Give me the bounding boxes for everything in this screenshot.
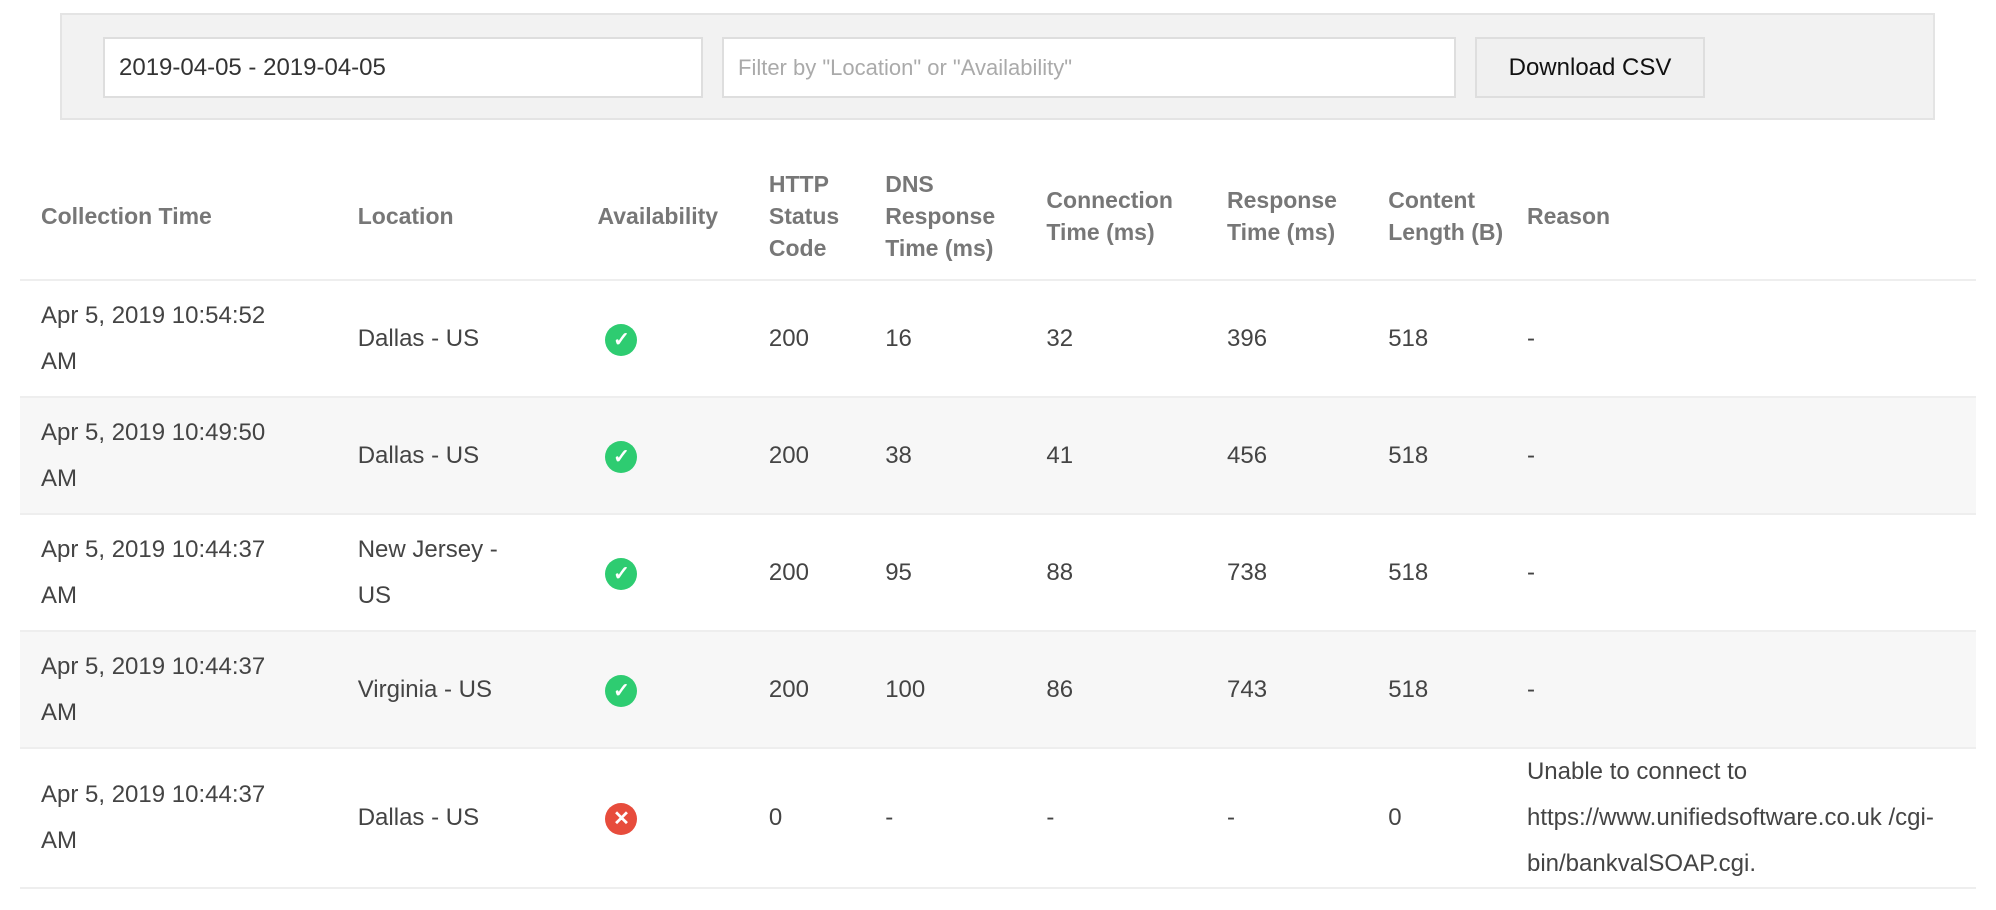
cell-http-status-code: 200 xyxy=(768,397,886,515)
cell-dns-response-time: 16 xyxy=(885,280,1047,398)
table-row: Apr 5, 2019 10:44:37 AM Virginia - US ✓ 200… xyxy=(20,631,1976,749)
cell-reason: - xyxy=(1526,280,1976,398)
cell-dns-response-time: 38 xyxy=(885,397,1047,515)
table-row: Apr 5, 2019 10:54:52 AM Dallas - US ✓ 200 16… xyxy=(20,280,1976,398)
cell-connection-time: 41 xyxy=(1046,397,1227,515)
table-row: Apr 5, 2019 10:44:37 AM New Jersey - US ✓ 2… xyxy=(20,514,1976,632)
cell-connection-time: 32 xyxy=(1046,280,1227,398)
cell-availability: ✓ xyxy=(597,280,769,398)
results-table: Collection Time Location Availability HTTP … xyxy=(20,153,1976,889)
cell-response-time: 456 xyxy=(1227,397,1389,515)
cell-content-length: 518 xyxy=(1388,397,1527,515)
cell-availability: ✓ xyxy=(597,631,769,749)
check-circle-icon: ✓ xyxy=(605,557,638,590)
cell-http-status-code: 200 xyxy=(768,280,886,398)
cell-connection-time: 86 xyxy=(1046,631,1227,749)
cell-http-status-code: 0 xyxy=(768,748,886,889)
column-header-content-length[interactable]: Content Length (B) xyxy=(1388,153,1527,281)
cell-reason: - xyxy=(1526,514,1976,632)
cell-collection-time: Apr 5, 2019 10:54:52 AM xyxy=(20,280,358,398)
cell-collection-time: Apr 5, 2019 10:44:37 AM xyxy=(20,514,358,632)
cell-collection-time: Apr 5, 2019 10:49:50 AM xyxy=(20,397,358,515)
column-header-response-time[interactable]: Response Time (ms) xyxy=(1227,153,1389,281)
cell-response-time: 738 xyxy=(1227,514,1389,632)
cell-connection-time: - xyxy=(1046,748,1227,889)
cell-reason: - xyxy=(1526,631,1976,749)
check-circle-icon: ✓ xyxy=(605,440,638,473)
column-header-location[interactable]: Location xyxy=(357,153,598,281)
cell-connection-time: 88 xyxy=(1046,514,1227,632)
check-circle-icon: ✓ xyxy=(605,674,638,707)
cell-availability: ✓ xyxy=(597,397,769,515)
cell-location: New Jersey - US xyxy=(357,514,598,632)
cell-location: Virginia - US xyxy=(357,631,598,749)
cell-dns-response-time: 100 xyxy=(885,631,1047,749)
column-header-reason[interactable]: Reason xyxy=(1526,153,1976,281)
cell-response-time: 743 xyxy=(1227,631,1389,749)
cell-response-time: 396 xyxy=(1227,280,1389,398)
check-circle-icon: ✓ xyxy=(605,323,638,356)
x-circle-icon: ✕ xyxy=(605,803,638,835)
cell-availability: ✓ xyxy=(597,514,769,632)
cell-availability: ✕ xyxy=(597,748,769,889)
toolbar: 2019-04-05 - 2019-04-05 Filter by "Locat… xyxy=(60,13,1935,120)
table-row: Apr 5, 2019 10:49:50 AM Dallas - US ✓ 200 38… xyxy=(20,397,1976,515)
cell-content-length: 518 xyxy=(1388,514,1527,632)
table-row: Apr 5, 2019 10:44:37 AM Dallas - US ✕ 0- - -0… xyxy=(20,748,1976,889)
filter-input[interactable]: Filter by "Location" or "Availability" xyxy=(722,37,1456,98)
download-csv-button[interactable]: Download CSV xyxy=(1475,37,1705,98)
cell-collection-time: Apr 5, 2019 10:44:37 AM xyxy=(20,748,358,889)
cell-location: Dallas - US xyxy=(357,748,598,889)
cell-collection-time: Apr 5, 2019 10:44:37 AM xyxy=(20,631,358,749)
table-header: Collection Time Location Availability HTTP … xyxy=(20,153,1976,281)
cell-reason: - xyxy=(1526,397,1976,515)
cell-content-length: 518 xyxy=(1388,280,1527,398)
cell-dns-response-time: - xyxy=(885,748,1047,889)
column-header-availability[interactable]: Availability xyxy=(597,153,769,281)
column-header-connection-time[interactable]: Connection Time (ms) xyxy=(1046,153,1227,281)
cell-reason: Unable to connect to https://www.unified… xyxy=(1526,748,1976,889)
cell-dns-response-time: 95 xyxy=(885,514,1047,632)
date-range-input[interactable]: 2019-04-05 - 2019-04-05 xyxy=(103,37,703,98)
cell-content-length: 518 xyxy=(1388,631,1527,749)
cell-location: Dallas - US xyxy=(357,280,598,398)
cell-content-length: 0 xyxy=(1388,748,1527,889)
column-header-collection-time[interactable]: Collection Time xyxy=(20,153,358,281)
cell-location: Dallas - US xyxy=(357,397,598,515)
cell-http-status-code: 200 xyxy=(768,514,886,632)
column-header-dns-response-time[interactable]: DNS Response Time (ms) xyxy=(885,153,1047,281)
column-header-http-status-code[interactable]: HTTP Status Code xyxy=(768,153,886,281)
cell-response-time: - xyxy=(1227,748,1389,889)
cell-http-status-code: 200 xyxy=(768,631,886,749)
